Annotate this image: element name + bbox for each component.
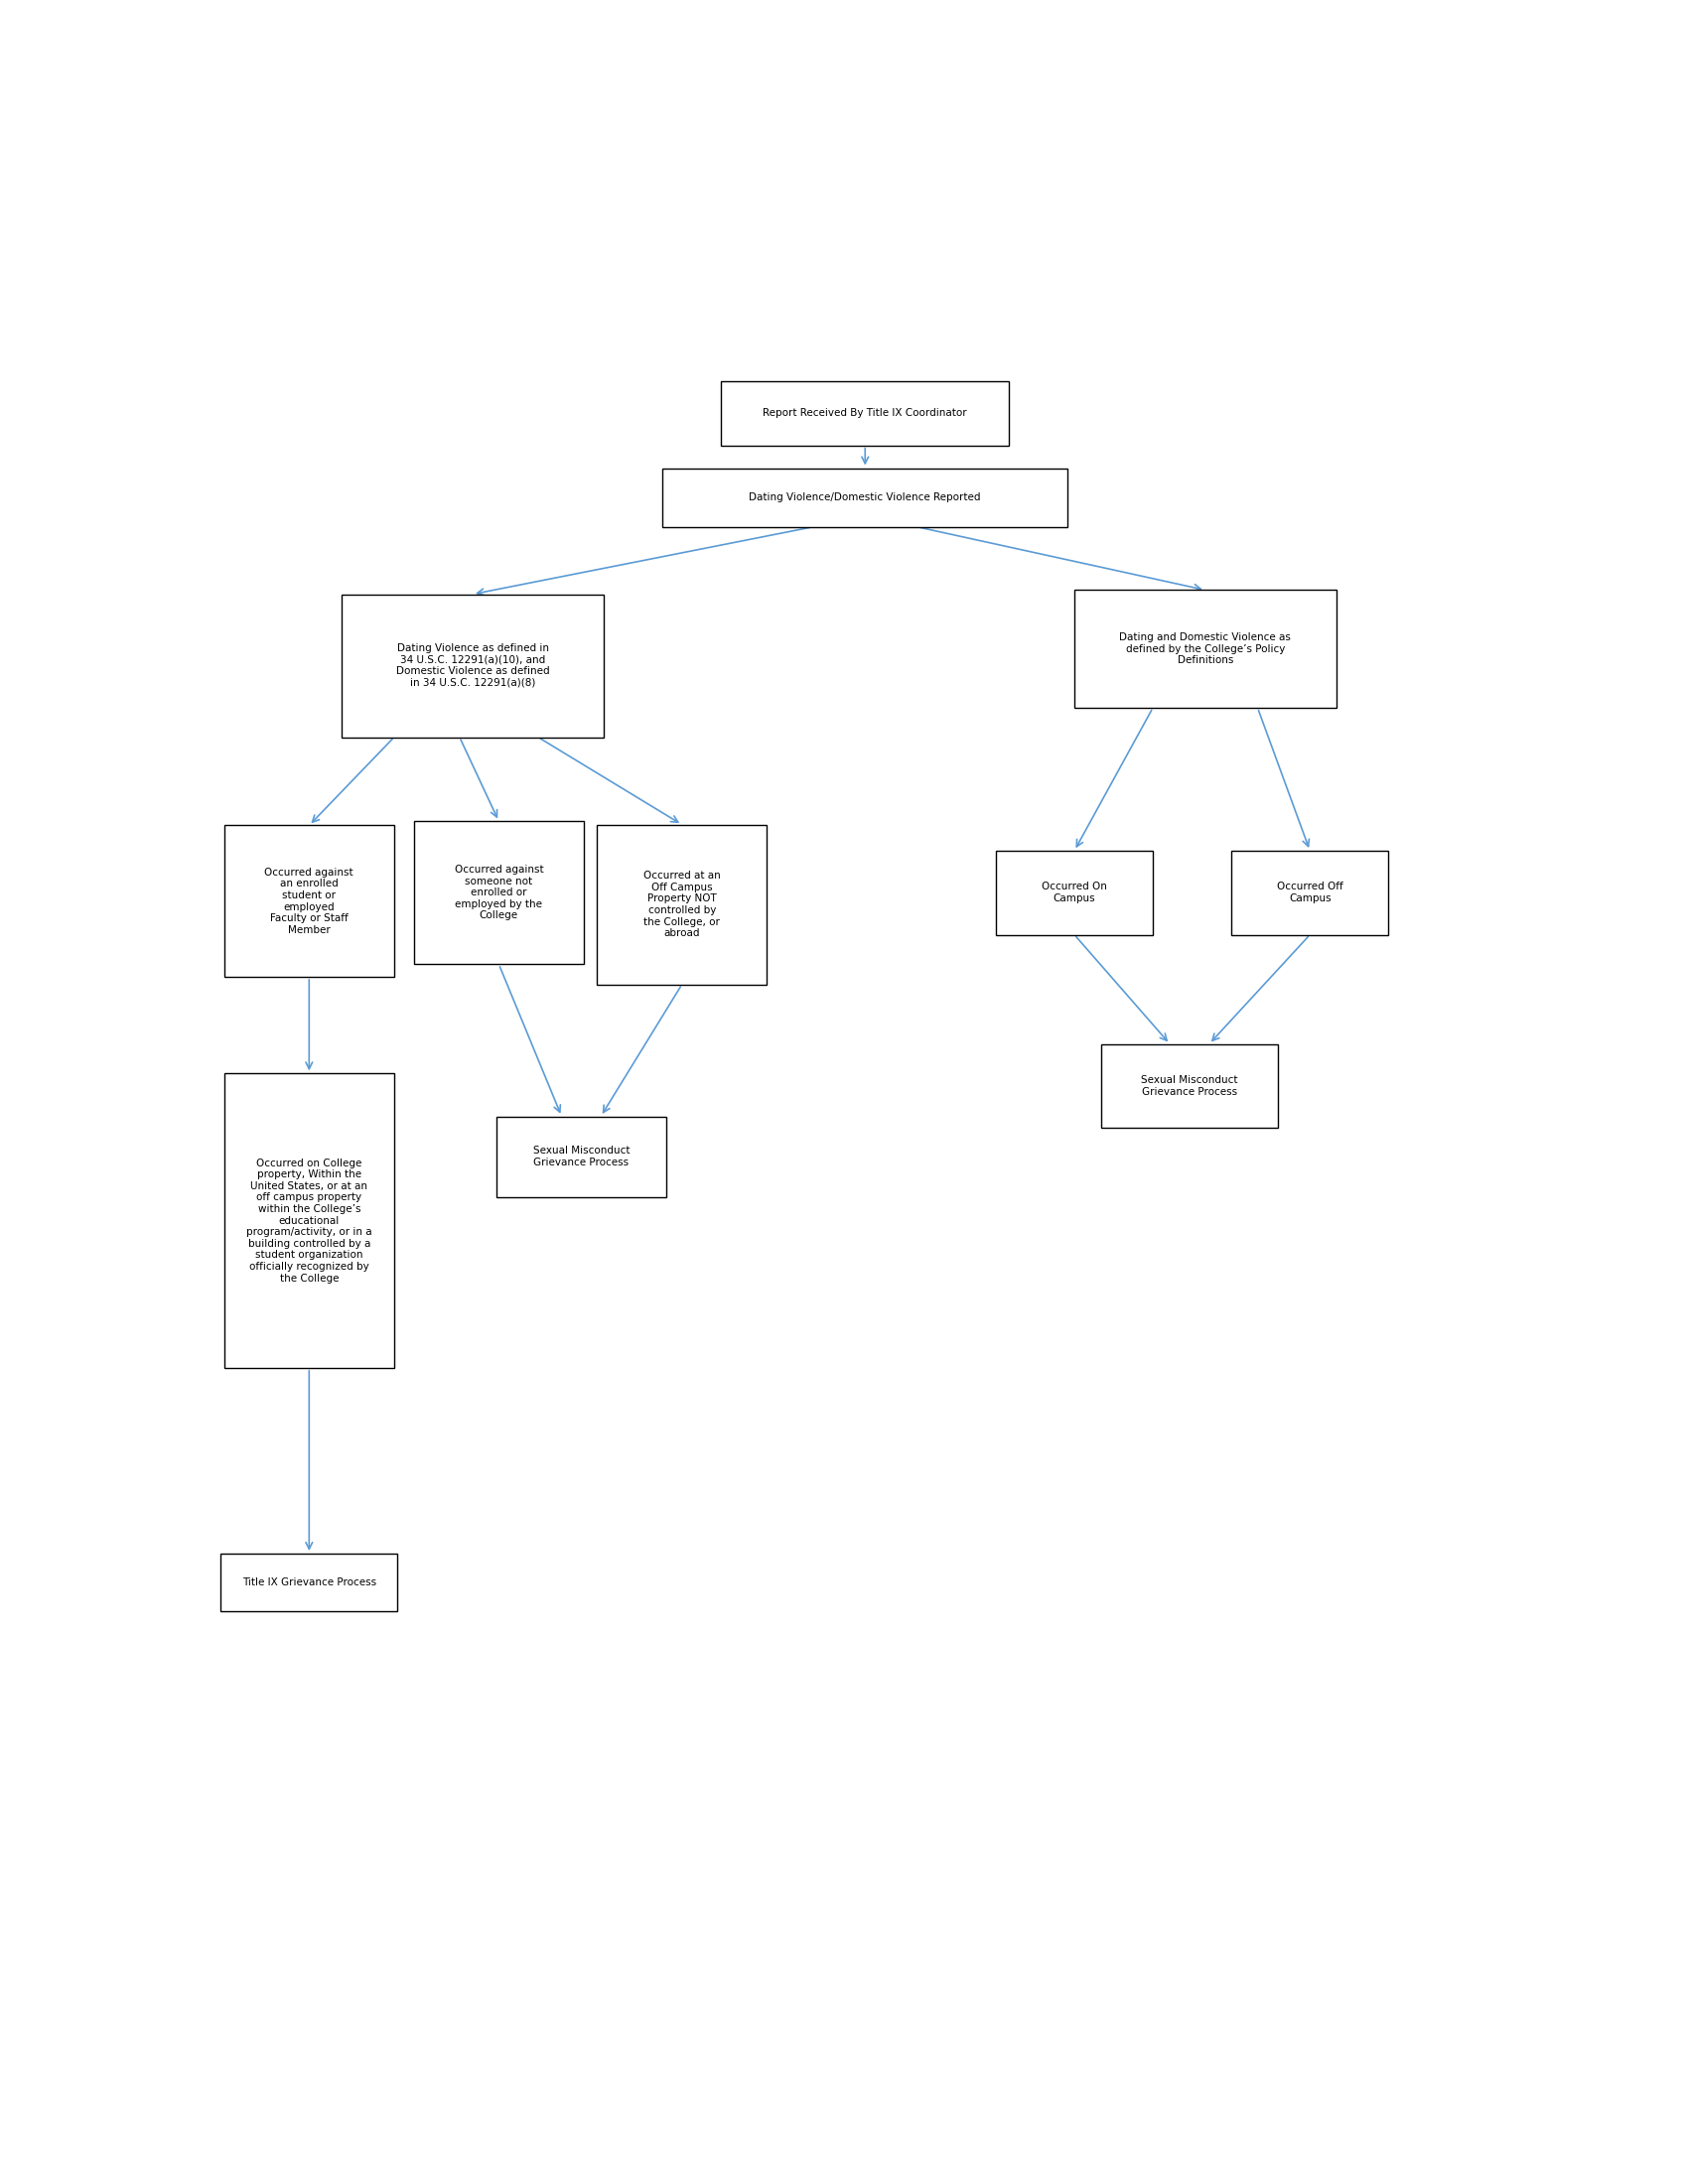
FancyBboxPatch shape	[1101, 1044, 1278, 1129]
Text: Occurred Off
Campus: Occurred Off Campus	[1276, 882, 1344, 904]
Text: Occurred against
an enrolled
student or
employed
Faculty or Staff
Member: Occurred against an enrolled student or …	[265, 867, 353, 935]
FancyBboxPatch shape	[496, 1116, 667, 1197]
FancyBboxPatch shape	[721, 382, 1009, 446]
Text: Sexual Misconduct
Grievance Process: Sexual Misconduct Grievance Process	[533, 1147, 630, 1168]
FancyBboxPatch shape	[1075, 590, 1337, 708]
FancyBboxPatch shape	[341, 594, 604, 738]
FancyBboxPatch shape	[662, 467, 1069, 526]
Text: Occurred against
someone not
enrolled or
employed by the
College: Occurred against someone not enrolled or…	[454, 865, 544, 922]
Text: Occurred on College
property, Within the
United States, or at an
off campus prop: Occurred on College property, Within the…	[246, 1158, 371, 1284]
FancyBboxPatch shape	[225, 1075, 395, 1367]
Text: Dating and Domestic Violence as
defined by the College’s Policy
Definitions: Dating and Domestic Violence as defined …	[1119, 633, 1291, 666]
Text: Occurred at an
Off Campus
Property NOT
controlled by
the College, or
abroad: Occurred at an Off Campus Property NOT c…	[643, 871, 721, 939]
FancyBboxPatch shape	[221, 1553, 397, 1612]
FancyBboxPatch shape	[414, 821, 584, 963]
Text: Title IX Grievance Process: Title IX Grievance Process	[241, 1577, 376, 1588]
FancyBboxPatch shape	[225, 826, 395, 976]
FancyBboxPatch shape	[1232, 850, 1388, 935]
Text: Dating Violence/Domestic Violence Reported: Dating Violence/Domestic Violence Report…	[749, 494, 981, 502]
Text: Occurred On
Campus: Occurred On Campus	[1041, 882, 1107, 904]
Text: Dating Violence as defined in
34 U.S.C. 12291(a)(10), and
Domestic Violence as d: Dating Violence as defined in 34 U.S.C. …	[397, 644, 549, 688]
FancyBboxPatch shape	[598, 826, 766, 985]
Text: Sexual Misconduct
Grievance Process: Sexual Misconduct Grievance Process	[1141, 1075, 1237, 1096]
FancyBboxPatch shape	[996, 850, 1153, 935]
Text: Report Received By Title IX Coordinator: Report Received By Title IX Coordinator	[763, 408, 967, 419]
